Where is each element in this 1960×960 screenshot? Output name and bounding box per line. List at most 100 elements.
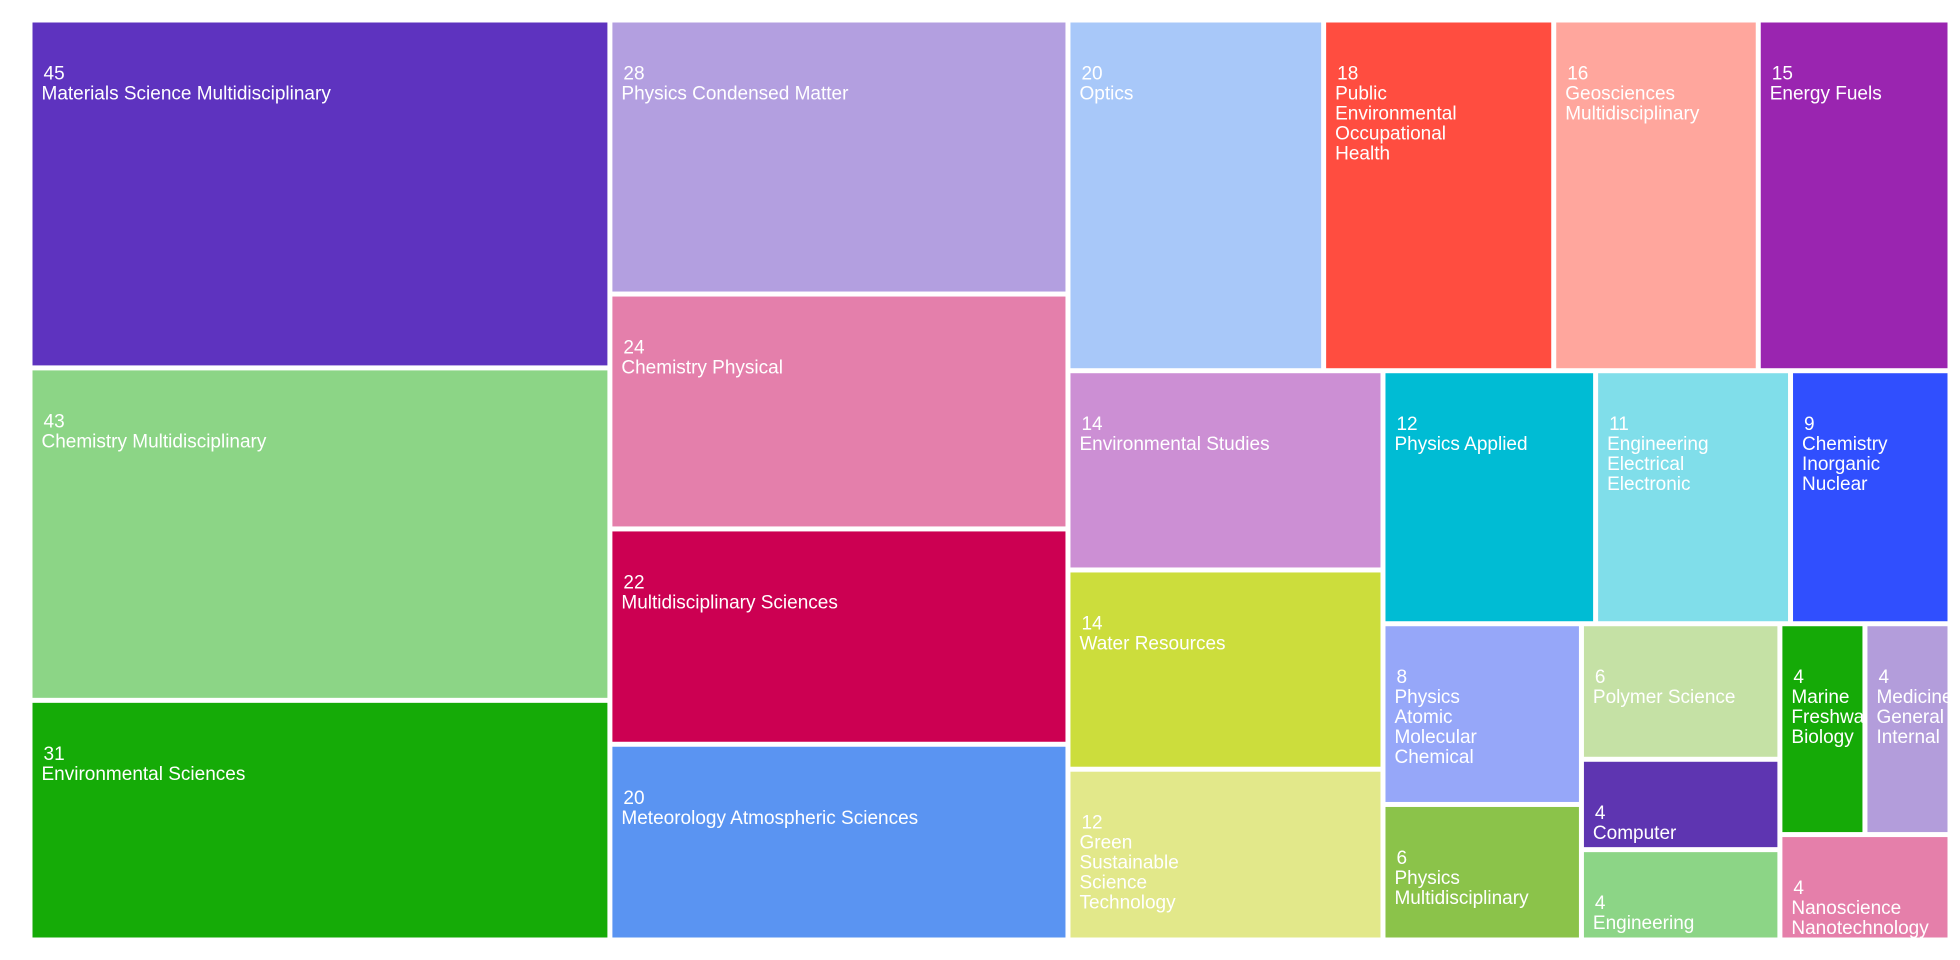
tile-value: 9	[1804, 414, 1815, 435]
tile-rect	[1070, 771, 1381, 938]
tile-name: Water Resources	[1079, 633, 1225, 654]
tile-rect	[1793, 373, 1948, 622]
tile-name: Public Environmental Occupational Health	[1335, 84, 1456, 165]
tile-value: 14	[1081, 613, 1103, 634]
tile-name: Optics	[1079, 84, 1133, 105]
tile-value: 4	[1793, 667, 1804, 688]
tile-name: Physics Multidisciplinary	[1394, 868, 1529, 909]
tile-value: 15	[1772, 64, 1793, 85]
tile-name: Nanoscience Nanotechnology	[1791, 898, 1929, 939]
tile-value: 20	[623, 788, 644, 809]
tile-value: 4	[1595, 893, 1606, 914]
tile-rect	[1385, 806, 1579, 938]
tile-rect	[1070, 22, 1322, 369]
tile-value: 24	[623, 338, 645, 359]
tile-name: Meteorology Atmospheric Sciences	[621, 808, 918, 829]
tile-rect	[1385, 626, 1579, 802]
tile-value: 4	[1878, 667, 1889, 688]
tile-rect	[1583, 852, 1778, 938]
tile-value: 18	[1337, 64, 1358, 85]
tile-name: Polymer Science	[1593, 687, 1736, 708]
tile-name: Medicine General Internal	[1876, 687, 1952, 748]
tile-name: Environmental Sciences	[42, 764, 246, 785]
tile-rect	[32, 702, 608, 938]
tile-value: 28	[623, 64, 644, 85]
tile-rect	[612, 296, 1066, 527]
tile-rect	[1598, 373, 1789, 622]
tile-name: Physics Condensed Matter	[621, 84, 849, 105]
tile-value: 12	[1081, 813, 1102, 834]
tile-rect	[612, 746, 1066, 938]
tile-value: 43	[44, 411, 65, 432]
tile-value: 45	[44, 64, 65, 85]
tile-name: Energy Fuels	[1770, 84, 1882, 105]
tile-rect	[1782, 626, 1863, 833]
tile-value: 31	[44, 744, 65, 765]
tile-name: Multidisciplinary Sciences	[621, 592, 837, 613]
tile-rect	[32, 370, 608, 698]
tile-name: Chemistry Multidisciplinary	[42, 431, 267, 452]
tile-rect	[1326, 22, 1552, 369]
tile-name: Physics Atomic Molecular Chemical	[1394, 687, 1477, 768]
tile-name: Physics Applied	[1394, 434, 1527, 455]
tile-rect	[1583, 626, 1778, 757]
tile-rect	[1782, 837, 1948, 938]
tile-value: 16	[1567, 64, 1588, 85]
tile-name: Engineering Electrical Electronic	[1607, 434, 1708, 495]
tile-rect	[1556, 22, 1756, 369]
tile-rect	[612, 531, 1066, 742]
tile-name: Chemistry Inorganic Nuclear	[1802, 434, 1888, 495]
tile-rect	[1760, 22, 1948, 369]
tile-name: Computer	[1593, 823, 1677, 844]
tile-name: Environmental Studies	[1079, 434, 1269, 455]
tile-rect	[1867, 626, 1948, 833]
tile-value: 8	[1396, 667, 1407, 688]
tile-rect	[612, 22, 1066, 292]
tile-rect	[1385, 373, 1594, 622]
